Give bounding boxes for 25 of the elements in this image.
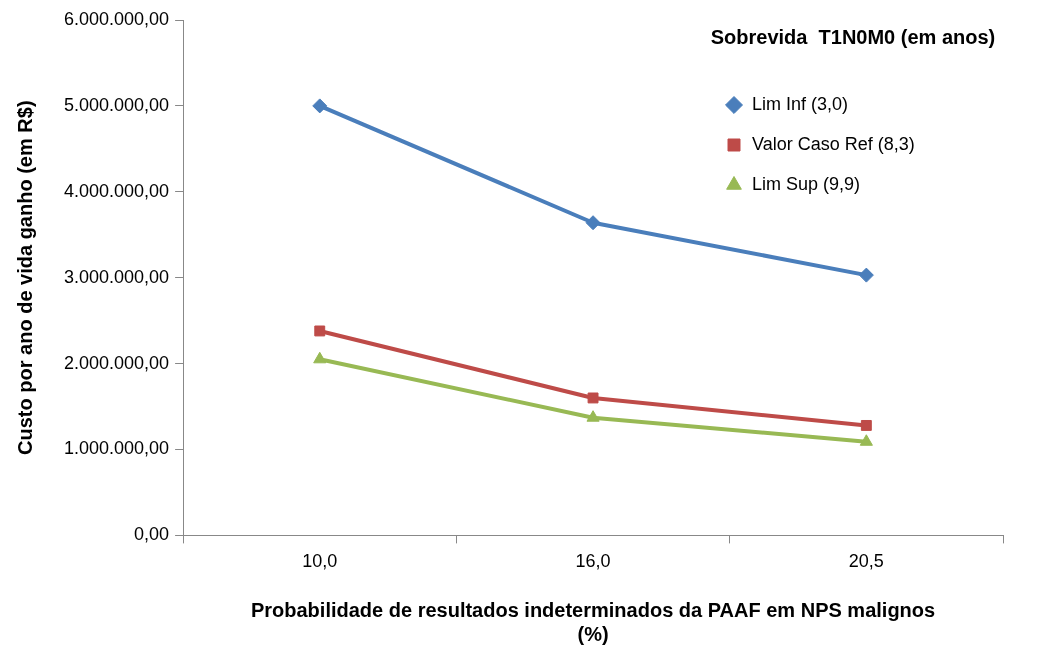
y-tick-label: 2.000.000,00 (63, 352, 170, 373)
x-tick-label: 16,0 (575, 551, 611, 572)
x-tick-label: 20,5 (848, 551, 884, 572)
point (314, 325, 326, 337)
legend-label: Lim Inf (3,0) (752, 93, 849, 114)
y-tick-label: 4.000.000,00 (63, 180, 170, 201)
y-axis-title: Custo por ano de vida ganho (em R$) (13, 100, 36, 455)
point (585, 215, 601, 231)
y-tick-label: 6.000.000,00 (63, 8, 170, 29)
point (313, 351, 327, 364)
y-tick-label: 5.000.000,00 (63, 94, 170, 115)
legend-label: Lim Sup (9,9) (752, 173, 861, 194)
y-tick-label: 1.000.000,00 (63, 438, 170, 459)
x-tick-label: 10,0 (302, 551, 338, 572)
x-axis-title: Probabilidade de resultados indeterminados da PAAF em NPS malignos (%) (250, 598, 936, 645)
y-tick-label: 3.000.000,00 (63, 266, 170, 287)
y-tick-label: 0,00 (134, 524, 170, 545)
point (586, 410, 600, 422)
point (859, 434, 873, 446)
legend-title: Sobrevida T1N0M0 (em anos) (710, 25, 996, 48)
point (858, 267, 874, 283)
point (860, 420, 872, 431)
point (587, 392, 599, 404)
point (312, 98, 328, 114)
legend-label: Valor Caso Ref (8,3) (752, 133, 915, 154)
